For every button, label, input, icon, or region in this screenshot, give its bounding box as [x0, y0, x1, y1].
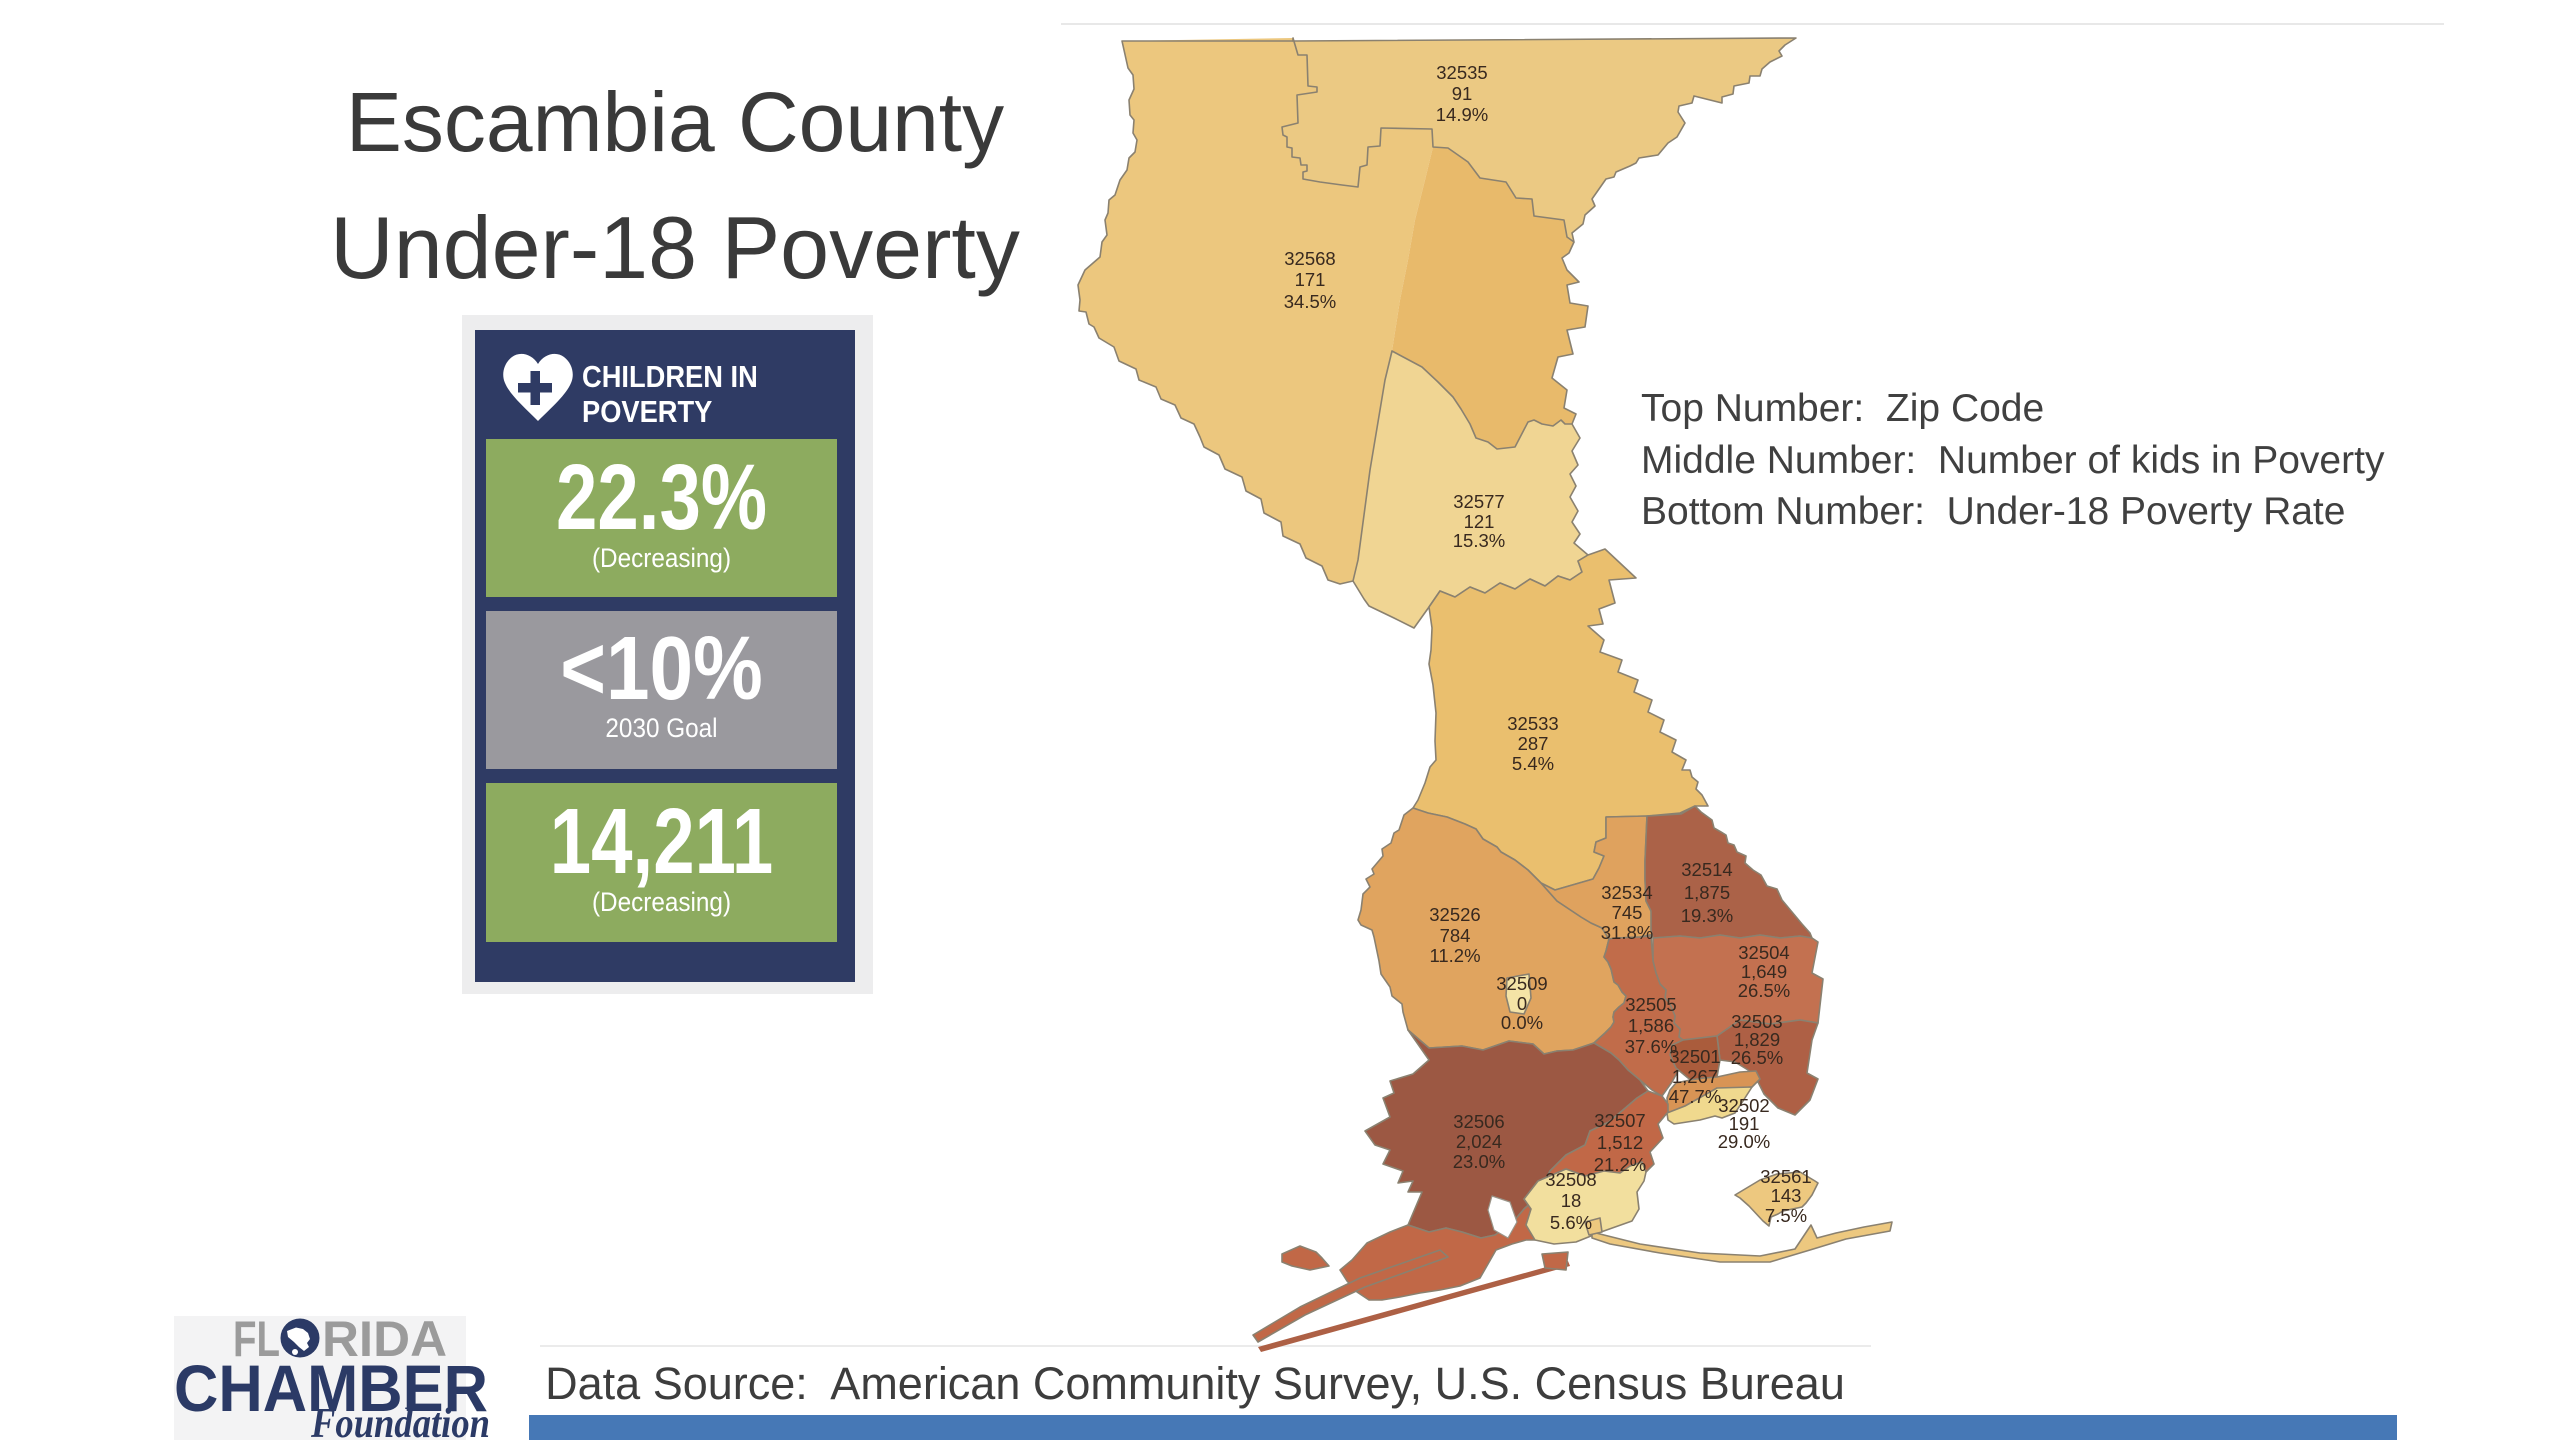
svg-text:19.3%: 19.3% [1681, 905, 1733, 926]
svg-text:32535: 32535 [1436, 62, 1487, 83]
svg-text:32507: 32507 [1594, 1110, 1645, 1131]
svg-text:32502: 32502 [1718, 1095, 1769, 1116]
svg-text:37.6%: 37.6% [1625, 1036, 1677, 1057]
svg-text:143: 143 [1771, 1185, 1802, 1206]
svg-text:26.5%: 26.5% [1731, 1047, 1783, 1068]
svg-text:21.2%: 21.2% [1594, 1154, 1646, 1175]
svg-text:2,024: 2,024 [1456, 1131, 1502, 1152]
svg-text:32577: 32577 [1453, 491, 1504, 512]
svg-text:23.0%: 23.0% [1453, 1151, 1505, 1172]
svg-text:18: 18 [1561, 1190, 1582, 1211]
svg-text:287: 287 [1518, 733, 1549, 754]
svg-text:34.5%: 34.5% [1284, 291, 1336, 312]
svg-text:32561: 32561 [1760, 1166, 1811, 1187]
svg-text:32568: 32568 [1284, 248, 1335, 269]
svg-text:11.2%: 11.2% [1429, 945, 1480, 966]
svg-text:RIDA: RIDA [322, 1311, 447, 1367]
svg-text:7.5%: 7.5% [1765, 1205, 1807, 1226]
svg-text:32501: 32501 [1669, 1046, 1720, 1067]
svg-text:1,267: 1,267 [1672, 1066, 1718, 1087]
svg-text:91: 91 [1452, 83, 1473, 104]
svg-text:15.3%: 15.3% [1453, 530, 1505, 551]
svg-text:32514: 32514 [1681, 859, 1732, 880]
svg-text:32505: 32505 [1625, 994, 1676, 1015]
svg-text:14.9%: 14.9% [1436, 104, 1488, 125]
svg-text:1,586: 1,586 [1628, 1015, 1674, 1036]
svg-text:0: 0 [1517, 993, 1527, 1014]
svg-text:1,875: 1,875 [1684, 882, 1730, 903]
svg-text:121: 121 [1464, 511, 1495, 532]
svg-text:Foundation: Foundation [310, 1401, 490, 1440]
svg-text:1,649: 1,649 [1741, 961, 1787, 982]
svg-text:5.4%: 5.4% [1512, 753, 1554, 774]
svg-text:CHAMBER: CHAMBER [174, 1351, 488, 1425]
svg-text:32533: 32533 [1507, 713, 1558, 734]
svg-text:5.6%: 5.6% [1550, 1212, 1592, 1233]
svg-text:32509: 32509 [1496, 973, 1547, 994]
svg-text:1,829: 1,829 [1734, 1029, 1780, 1050]
svg-text:32504: 32504 [1738, 942, 1789, 963]
svg-text:191: 191 [1729, 1113, 1760, 1134]
svg-text:32526: 32526 [1429, 904, 1480, 925]
svg-text:26.5%: 26.5% [1738, 980, 1790, 1001]
svg-text:0.0%: 0.0% [1501, 1012, 1543, 1033]
svg-text:FL: FL [233, 1311, 280, 1367]
svg-text:745: 745 [1612, 902, 1643, 923]
svg-text:32534: 32534 [1601, 882, 1652, 903]
svg-text:1,512: 1,512 [1597, 1132, 1643, 1153]
svg-text:784: 784 [1440, 925, 1471, 946]
svg-text:32503: 32503 [1731, 1011, 1782, 1032]
svg-text:171: 171 [1295, 269, 1326, 290]
svg-text:32506: 32506 [1453, 1111, 1504, 1132]
svg-text:31.8%: 31.8% [1601, 922, 1653, 943]
svg-text:29.0%: 29.0% [1718, 1131, 1770, 1152]
svg-text:32508: 32508 [1545, 1169, 1596, 1190]
svg-text:47.7%: 47.7% [1669, 1086, 1721, 1107]
